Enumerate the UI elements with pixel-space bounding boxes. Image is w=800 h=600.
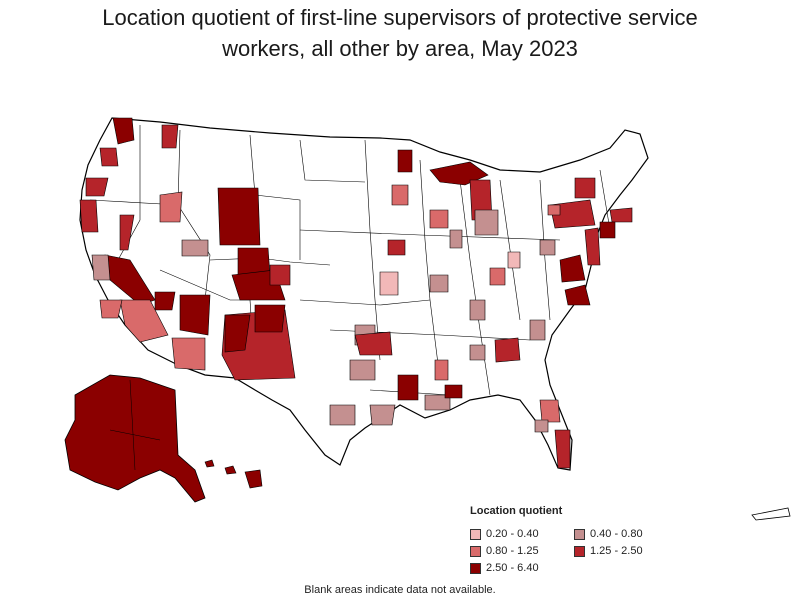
shaded-areas <box>79 117 633 469</box>
area-nm-west <box>224 314 251 353</box>
area-alaska <box>64 374 206 503</box>
legend-label-q3: 0.80 - 1.25 <box>486 545 539 557</box>
legend-label-q5: 2.50 - 6.40 <box>486 562 539 574</box>
legend-label-q2: 0.40 - 0.80 <box>590 528 643 540</box>
area-kansas <box>379 271 399 296</box>
area-ca-central <box>91 254 111 281</box>
area-utah-south <box>154 291 176 311</box>
area-nj <box>584 227 601 266</box>
area-ok-east <box>354 331 393 356</box>
area-tx-houston <box>369 404 396 426</box>
map-title: Location quotient of first-line supervis… <box>0 2 800 64</box>
legend-item-q2: 0.40 - 0.80 <box>574 527 678 541</box>
area-ca-coast-south <box>99 299 123 319</box>
footnote: Blank areas indicate data not available. <box>304 584 496 596</box>
area-mn-north <box>397 149 413 173</box>
area-ct <box>599 221 616 239</box>
legend-grid: 0.20 - 0.40 0.40 - 0.80 0.80 - 1.25 1.25… <box>470 527 690 575</box>
area-nm-north <box>254 304 286 333</box>
area-wa-coast <box>99 147 119 167</box>
legend-swatch-q5 <box>470 562 481 574</box>
area-dc <box>559 254 586 283</box>
area-utah-north <box>181 239 209 257</box>
area-ny-west <box>547 204 561 216</box>
area-atlanta <box>494 337 521 363</box>
area-wv <box>507 251 521 269</box>
area-la-south <box>424 394 451 411</box>
area-socal <box>119 299 169 343</box>
area-arizona-south <box>171 337 206 371</box>
area-pa <box>539 239 556 256</box>
area-boundaries <box>89 125 611 396</box>
legend-item-q3: 0.80 - 1.25 <box>470 544 574 558</box>
legend-swatch-q2 <box>574 528 585 540</box>
legend-item-q4: 1.25 - 2.50 <box>574 544 678 558</box>
area-ms <box>397 374 419 401</box>
area-va <box>564 284 591 306</box>
area-mo <box>429 274 449 293</box>
area-nc <box>529 319 546 341</box>
area-hawaii <box>204 459 263 489</box>
area-idaho <box>159 191 183 223</box>
area-ny-upstate <box>549 199 596 229</box>
area-oh <box>489 267 506 286</box>
area-arizona-north <box>179 294 211 336</box>
legend-item-q5: 2.50 - 6.40 <box>470 561 574 575</box>
area-spokane <box>161 124 179 149</box>
area-tx-south <box>329 404 356 426</box>
area-ca-sierra <box>119 214 135 251</box>
area-sd-east <box>391 184 409 206</box>
legend-label-q4: 1.25 - 2.50 <box>590 545 643 557</box>
legend-swatch-q1 <box>470 528 481 540</box>
map-title-line-2: workers, all other by area, May 2023 <box>222 36 578 61</box>
area-tx-north <box>349 359 376 381</box>
area-wyoming <box>217 187 261 246</box>
area-ny-north <box>574 177 596 199</box>
legend: Location quotient 0.20 - 0.40 0.40 - 0.8… <box>470 505 690 575</box>
area-puerto-rico <box>751 507 791 521</box>
area-ne-west <box>269 264 291 286</box>
area-wi <box>429 209 449 229</box>
area-fl-pan <box>444 384 463 399</box>
legend-label-q1: 0.20 - 0.40 <box>486 528 539 540</box>
legend-swatch-q3 <box>470 545 481 557</box>
area-tn <box>469 344 486 361</box>
area-al <box>434 359 449 381</box>
legend-title: Location quotient <box>470 505 563 517</box>
area-ky <box>469 299 486 321</box>
legend-swatch-q4 <box>574 545 585 557</box>
area-in <box>474 209 499 236</box>
area-or-coast <box>85 177 109 197</box>
area-fl-west <box>539 399 561 423</box>
area-ma <box>609 207 633 223</box>
map-title-line-1: Location quotient of first-line supervis… <box>102 5 698 30</box>
area-fl-south <box>554 429 571 469</box>
area-il <box>449 229 463 249</box>
area-iowa <box>387 239 406 256</box>
area-fl-central <box>534 419 549 433</box>
area-seattle <box>112 117 135 145</box>
area-ca-north <box>79 199 99 233</box>
legend-item-q1: 0.20 - 0.40 <box>470 527 574 541</box>
area-alaska-divider <box>109 379 161 471</box>
